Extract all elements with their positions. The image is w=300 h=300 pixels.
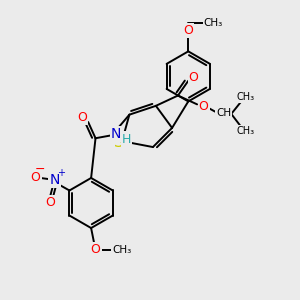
Text: N: N — [50, 173, 60, 187]
Text: O: O — [183, 24, 193, 37]
Text: CH: CH — [216, 108, 231, 118]
Text: H: H — [122, 133, 131, 146]
Text: O: O — [45, 196, 55, 209]
Text: O: O — [189, 71, 199, 84]
Text: O: O — [199, 100, 208, 113]
Text: +: + — [58, 168, 65, 178]
Text: CH₃: CH₃ — [112, 245, 132, 255]
Text: O: O — [91, 243, 100, 256]
Text: S: S — [114, 135, 124, 150]
Text: O: O — [77, 111, 87, 124]
Text: CH₃: CH₃ — [237, 126, 255, 136]
Text: O: O — [31, 171, 40, 184]
Text: −: − — [35, 164, 45, 176]
Text: CH₃: CH₃ — [237, 92, 255, 102]
Text: N: N — [111, 127, 121, 141]
Text: CH₃: CH₃ — [204, 18, 223, 28]
